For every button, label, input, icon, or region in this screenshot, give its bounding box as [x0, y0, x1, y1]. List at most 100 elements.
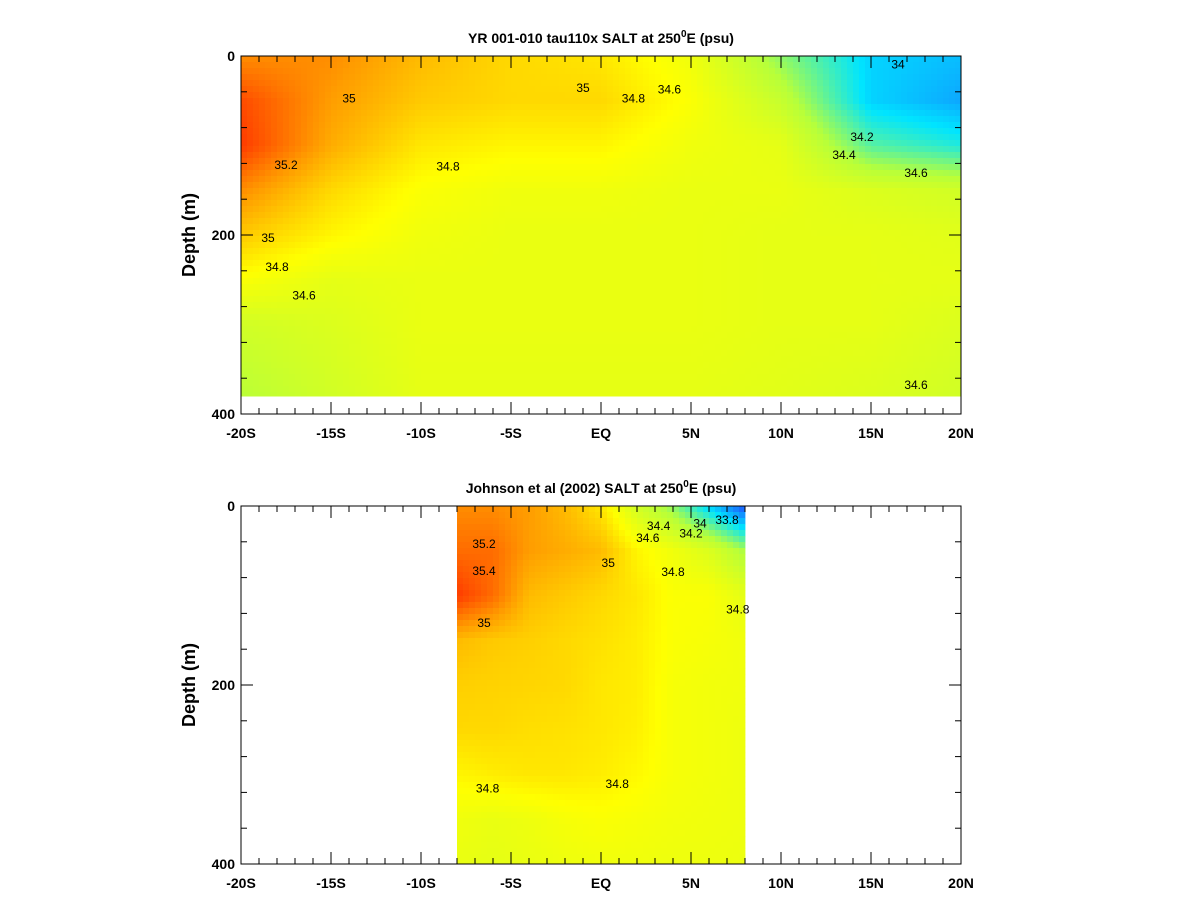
salinity-cell	[709, 128, 716, 135]
salinity-cell	[475, 80, 482, 87]
salinity-cell	[529, 152, 536, 159]
salinity-cell	[751, 86, 758, 93]
salinity-cell	[511, 98, 518, 105]
salinity-cell	[661, 170, 668, 177]
salinity-cell	[661, 104, 668, 111]
salinity-cell	[943, 110, 950, 117]
salinity-cell	[517, 254, 524, 261]
salinity-cell	[955, 56, 962, 63]
salinity-cell	[613, 134, 620, 141]
salinity-cell	[703, 182, 710, 189]
salinity-cell	[559, 146, 566, 153]
salinity-cell	[781, 284, 788, 291]
salinity-cell	[457, 122, 464, 129]
salinity-cell	[601, 134, 608, 141]
salinity-cell	[421, 248, 428, 255]
salinity-cell	[865, 200, 872, 207]
salinity-cell	[733, 242, 740, 249]
salinity-cell	[793, 242, 800, 249]
salinity-cell	[889, 224, 896, 231]
salinity-cell	[271, 200, 278, 207]
salinity-cell	[799, 236, 806, 243]
salinity-cell	[823, 230, 830, 237]
salinity-cell	[901, 80, 908, 87]
salinity-cell	[271, 284, 278, 291]
salinity-cell	[589, 116, 596, 123]
salinity-cell	[703, 128, 710, 135]
salinity-cell	[355, 104, 362, 111]
salinity-cell	[283, 140, 290, 147]
salinity-cell	[793, 122, 800, 129]
salinity-cell	[259, 272, 266, 279]
salinity-cell	[457, 302, 464, 309]
salinity-cell	[721, 158, 728, 165]
salinity-cell	[271, 206, 278, 213]
salinity-cell	[613, 56, 620, 63]
salinity-cell	[439, 62, 446, 69]
salinity-cell	[859, 224, 866, 231]
salinity-cell	[673, 278, 680, 285]
salinity-cell	[637, 68, 644, 75]
salinity-cell	[511, 74, 518, 81]
salinity-cell	[325, 170, 332, 177]
salinity-cell	[481, 170, 488, 177]
salinity-cell	[379, 62, 386, 69]
salinity-cell	[481, 122, 488, 129]
salinity-cell	[937, 110, 944, 117]
salinity-cell	[313, 200, 320, 207]
salinity-cell	[871, 224, 878, 231]
salinity-cell	[517, 212, 524, 219]
salinity-cell	[535, 158, 542, 165]
salinity-cell	[319, 278, 326, 285]
salinity-cell	[427, 158, 434, 165]
salinity-cell	[481, 206, 488, 213]
salinity-cell	[835, 284, 842, 291]
salinity-cell	[817, 236, 824, 243]
salinity-cell	[565, 110, 572, 117]
salinity-cell	[739, 74, 746, 81]
salinity-cell	[943, 248, 950, 255]
salinity-cell	[601, 74, 608, 81]
salinity-cell	[601, 110, 608, 117]
salinity-cell	[781, 80, 788, 87]
salinity-cell	[637, 122, 644, 129]
salinity-cell	[667, 194, 674, 201]
salinity-cell	[397, 188, 404, 195]
salinity-cell	[727, 278, 734, 285]
salinity-cell	[913, 212, 920, 219]
salinity-cell	[919, 290, 926, 297]
salinity-cell	[931, 230, 938, 237]
salinity-cell	[643, 194, 650, 201]
salinity-cell	[643, 80, 650, 87]
salinity-cell	[751, 254, 758, 261]
salinity-cell	[931, 206, 938, 213]
salinity-cell	[883, 260, 890, 267]
salinity-cell	[901, 284, 908, 291]
salinity-cell	[277, 92, 284, 99]
salinity-cell	[385, 146, 392, 153]
salinity-cell	[523, 158, 530, 165]
salinity-cell	[667, 206, 674, 213]
salinity-cell	[529, 212, 536, 219]
salinity-cell	[457, 266, 464, 273]
salinity-cell	[817, 80, 824, 87]
salinity-cell	[913, 146, 920, 153]
salinity-cell	[781, 260, 788, 267]
salinity-cell	[817, 260, 824, 267]
salinity-cell	[757, 194, 764, 201]
salinity-cell	[331, 272, 338, 279]
salinity-cell	[949, 128, 956, 135]
salinity-cell	[325, 164, 332, 171]
salinity-cell	[853, 122, 860, 129]
salinity-cell	[283, 230, 290, 237]
salinity-cell	[553, 128, 560, 135]
salinity-cell	[439, 266, 446, 273]
salinity-cell	[403, 194, 410, 201]
salinity-cell	[271, 266, 278, 273]
salinity-cell	[595, 188, 602, 195]
salinity-cell	[799, 272, 806, 279]
salinity-cell	[451, 62, 458, 69]
salinity-cell	[739, 254, 746, 261]
salinity-cell	[889, 272, 896, 279]
salinity-cell	[403, 62, 410, 69]
